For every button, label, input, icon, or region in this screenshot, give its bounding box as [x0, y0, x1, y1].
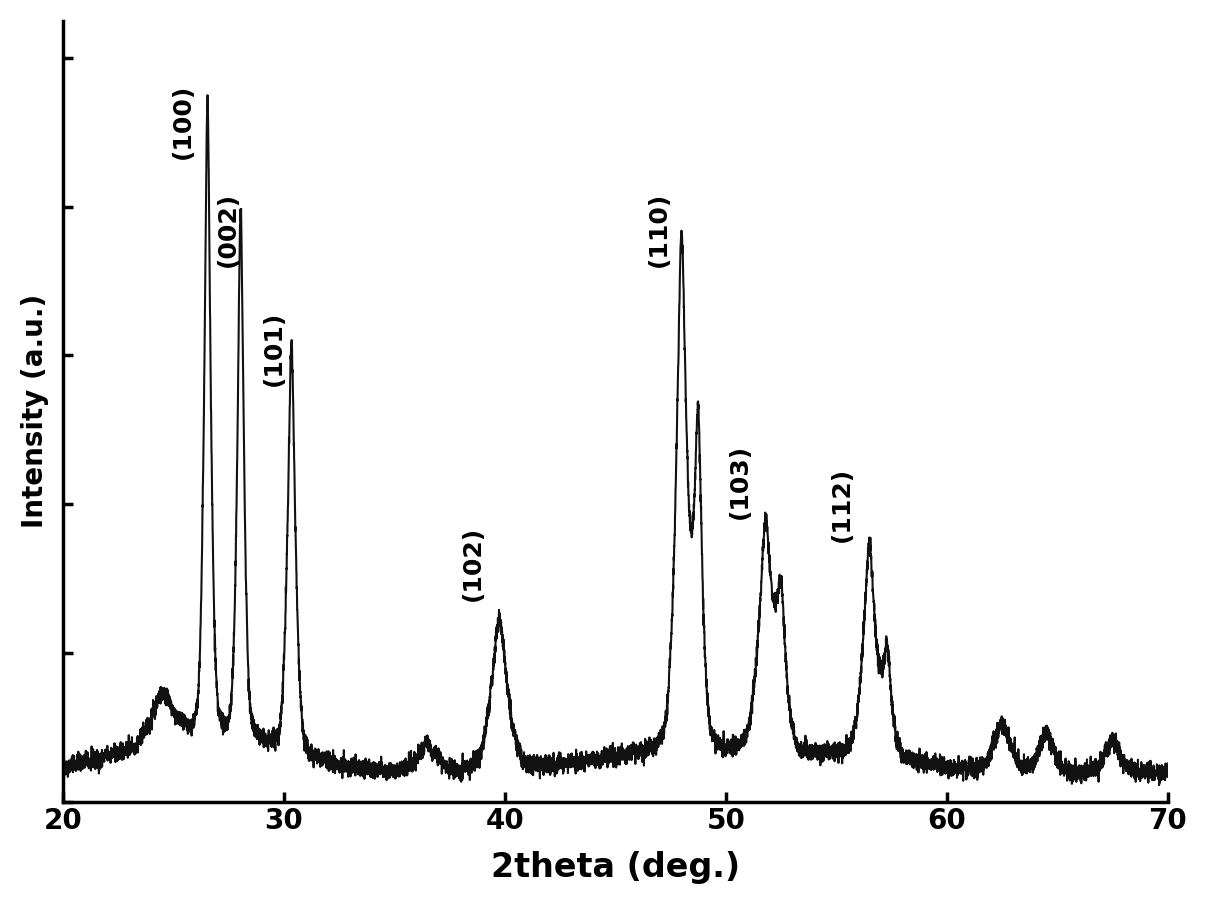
Text: (101): (101) — [262, 310, 286, 386]
Text: (103): (103) — [728, 444, 753, 519]
Text: (112): (112) — [830, 467, 854, 542]
Text: (110): (110) — [646, 192, 670, 267]
Text: (002): (002) — [215, 192, 239, 267]
Text: (102): (102) — [461, 526, 484, 601]
Text: (100): (100) — [172, 83, 196, 159]
Y-axis label: Intensity (a.u.): Intensity (a.u.) — [21, 294, 48, 529]
X-axis label: 2theta (deg.): 2theta (deg.) — [490, 852, 739, 884]
